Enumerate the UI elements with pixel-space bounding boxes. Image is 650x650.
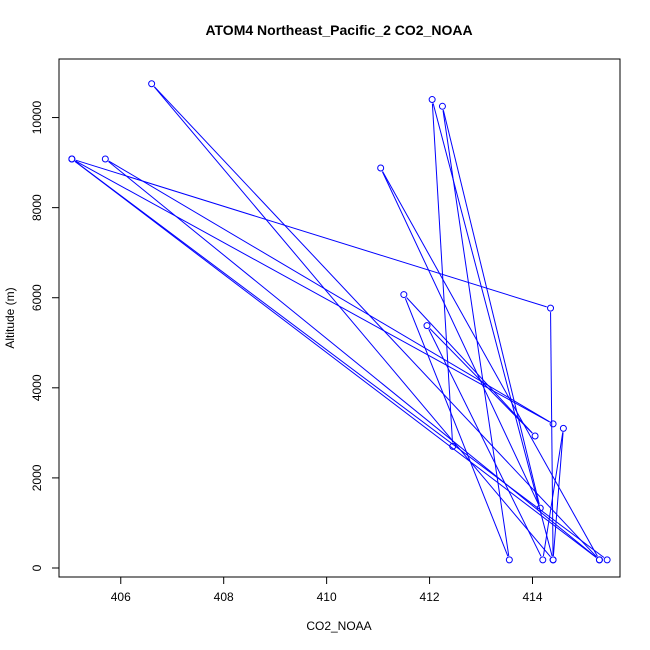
series-line-segment xyxy=(406,297,533,434)
data-point xyxy=(428,96,436,104)
series-line-segment xyxy=(431,103,453,443)
data-point xyxy=(549,556,557,564)
y-axis-label: Altitude (m) xyxy=(3,287,17,348)
data-point xyxy=(400,291,408,299)
x-tick-label: 408 xyxy=(214,590,234,604)
data-point xyxy=(377,164,385,172)
y-tick-label: 10000 xyxy=(30,101,44,135)
data-point xyxy=(68,155,76,163)
series-line-segment xyxy=(381,171,539,505)
y-tick-label: 8000 xyxy=(30,194,44,221)
series-lines xyxy=(74,86,605,558)
series-line-segment xyxy=(382,171,598,557)
x-tick-label: 412 xyxy=(420,590,440,604)
data-point xyxy=(539,556,547,564)
x-tick-label: 410 xyxy=(317,590,337,604)
x-axis: 406 408 410 412 414 xyxy=(111,576,543,604)
x-tick-label: 414 xyxy=(522,590,542,604)
series-line-segment xyxy=(75,160,550,423)
series-points xyxy=(68,80,611,564)
series-line-segment xyxy=(442,110,540,505)
y-tick-label: 0 xyxy=(30,564,44,571)
data-point xyxy=(595,556,603,564)
data-point xyxy=(603,556,611,564)
data-point xyxy=(505,556,513,564)
data-point xyxy=(547,304,555,312)
data-point xyxy=(536,504,544,512)
data-point xyxy=(449,442,457,450)
x-axis-label: CO2_NOAA xyxy=(306,619,371,633)
data-point xyxy=(101,155,109,163)
series-line-segment xyxy=(428,329,542,557)
data-point xyxy=(148,80,156,88)
x-tick-label: 406 xyxy=(111,590,131,604)
series-line-segment xyxy=(108,160,550,423)
data-point xyxy=(559,424,567,432)
series-line-segment xyxy=(153,86,551,558)
series-line-segment xyxy=(552,432,564,556)
series-line-segment xyxy=(154,86,598,558)
data-point xyxy=(549,420,557,428)
data-point xyxy=(438,102,446,110)
data-point xyxy=(531,432,539,440)
y-tick-label: 4000 xyxy=(30,374,44,401)
series-line-segment xyxy=(74,161,597,558)
data-point xyxy=(423,322,431,330)
series-line-segment xyxy=(404,298,509,557)
y-axis: 0 2000 4000 6000 8000 10000 xyxy=(30,101,60,571)
series-line-segment xyxy=(550,312,554,556)
series-line-segment xyxy=(75,159,547,308)
y-tick-label: 2000 xyxy=(30,464,44,491)
chart-title: ATOM4 Northeast_Pacific_2 CO2_NOAA xyxy=(205,22,472,38)
series-line-segment xyxy=(108,161,597,558)
series-line-segment xyxy=(432,103,553,557)
y-tick-label: 6000 xyxy=(30,284,44,311)
